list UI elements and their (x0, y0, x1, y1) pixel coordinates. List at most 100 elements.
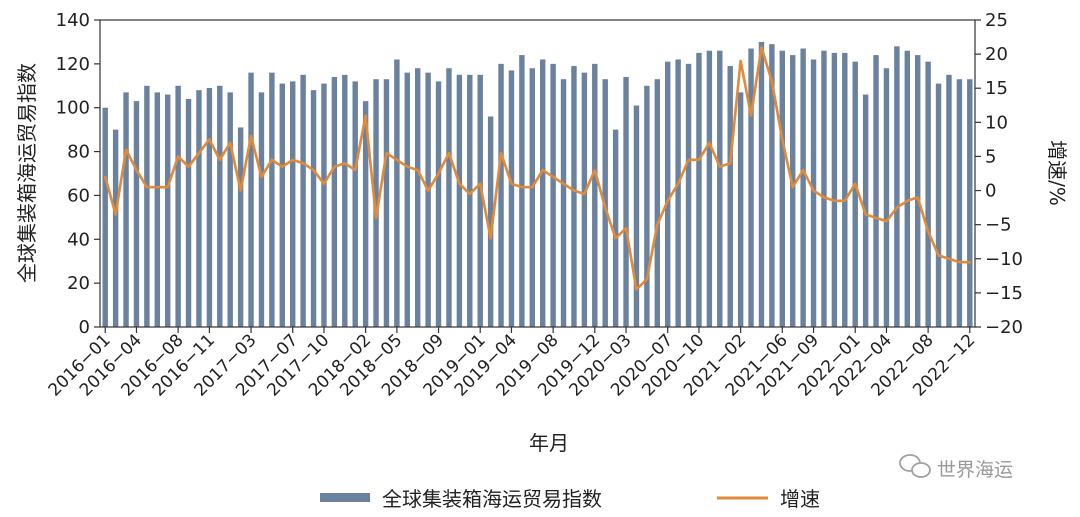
bar-2020-12 (717, 50, 723, 327)
bar-2017-12 (342, 74, 348, 327)
growth-point-2021-08 (802, 169, 804, 171)
bar-2018-06 (404, 72, 410, 327)
growth-point-2021-11 (833, 199, 836, 202)
growth-point-2021-09 (812, 189, 815, 192)
left-tick-label: 80 (67, 142, 90, 163)
bar-2021-01 (727, 66, 733, 328)
growth-point-2022-07 (916, 196, 919, 199)
bar-2021-12 (842, 52, 848, 327)
bar-2019-12 (592, 63, 598, 328)
growth-point-2016-06 (156, 186, 159, 188)
growth-point-2022-09 (937, 254, 940, 257)
growth-point-2020-07 (666, 199, 669, 202)
bar-2016-03 (123, 92, 129, 327)
growth-point-2021-07 (791, 186, 794, 188)
growth-point-2017-03 (250, 135, 252, 137)
growth-point-2021-12 (843, 199, 846, 202)
growth-point-2021-10 (823, 196, 825, 199)
growth-point-2018-09 (437, 172, 440, 175)
bar-2021-07 (790, 55, 796, 328)
growth-point-2017-07 (291, 159, 294, 161)
bar-2017-04 (258, 92, 265, 327)
bar-2017-09 (310, 90, 317, 327)
bar-2022-03 (873, 55, 879, 328)
bar-2018-10 (446, 68, 452, 328)
growth-point-2019-02 (489, 237, 492, 240)
bar-2017-07 (290, 81, 296, 328)
growth-point-2021-06 (781, 138, 784, 141)
bar-2020-03 (623, 77, 629, 327)
growth-point-2016-04 (135, 169, 138, 171)
growth-point-2020-01 (604, 206, 607, 209)
left-tick-label: 60 (67, 185, 90, 206)
growth-point-2018-12 (468, 193, 471, 195)
right-tick-label: 25 (985, 10, 1008, 31)
growth-point-2021-01 (729, 162, 732, 165)
bar-2020-10 (696, 52, 702, 327)
growth-point-2016-02 (114, 213, 117, 216)
bar-2017-08 (300, 74, 306, 327)
bar-2016-05 (144, 85, 150, 327)
bar-2017-01 (227, 92, 233, 327)
growth-point-2022-11 (958, 261, 961, 263)
right-tick-label: 15 (985, 78, 1008, 99)
growth-point-2017-11 (333, 165, 336, 168)
growth-point-2020-03 (625, 227, 627, 229)
bar-2019-06 (529, 68, 535, 328)
right-axis-title: 增速/% (1045, 140, 1069, 206)
bar-series (102, 41, 973, 328)
bar-2019-03 (498, 63, 504, 328)
bar-2021-03 (748, 48, 754, 327)
growth-point-2020-10 (698, 159, 700, 161)
bar-2019-11 (581, 72, 588, 327)
left-tick-label: 120 (56, 54, 90, 75)
bar-2020-11 (706, 50, 713, 327)
bar-2020-09 (685, 63, 692, 328)
legend-item-line: 增速 (717, 487, 820, 511)
bar-2016-10 (196, 90, 202, 327)
right-tick-label: 20 (985, 44, 1008, 65)
bar-2018-07 (415, 68, 421, 328)
bar-2018-03 (373, 79, 379, 328)
growth-point-2022-04 (885, 220, 888, 223)
bar-2018-05 (394, 59, 400, 327)
growth-point-2016-08 (177, 155, 179, 158)
right-axis: −20 −15 −10 −5 0 5 10 15 20 25 (975, 10, 1023, 338)
bar-2021-05 (769, 44, 775, 328)
bar-2019-01 (477, 74, 483, 327)
growth-point-2018-11 (458, 182, 461, 185)
bar-2021-08 (800, 48, 806, 327)
growth-point-2022-12 (968, 261, 971, 263)
growth-point-2016-09 (187, 165, 190, 168)
growth-point-2018-05 (396, 159, 398, 161)
bar-2022-07 (915, 55, 921, 328)
growth-point-2019-04 (510, 182, 513, 185)
growth-point-2021-02 (739, 60, 742, 62)
growth-point-2022-08 (927, 230, 929, 233)
growth-point-2022-01 (854, 182, 857, 185)
growth-point-2020-02 (614, 237, 617, 240)
growth-point-2018-07 (416, 169, 419, 171)
growth-point-2018-06 (406, 165, 409, 168)
growth-point-2018-02 (364, 114, 367, 117)
growth-point-2020-11 (708, 142, 711, 144)
bar-2017-03 (248, 72, 254, 327)
growth-point-2017-06 (281, 165, 284, 168)
growth-point-2016-01 (104, 176, 107, 178)
bar-2018-01 (352, 81, 358, 328)
bar-2016-01 (102, 107, 108, 328)
growth-point-2019-10 (573, 189, 575, 192)
bar-2020-06 (654, 79, 660, 328)
growth-point-2018-03 (375, 217, 377, 219)
bar-2022-08 (925, 61, 931, 327)
growth-point-2017-10 (323, 182, 325, 185)
growth-point-2020-08 (677, 182, 679, 185)
growth-point-2021-05 (771, 80, 773, 83)
growth-point-2016-11 (208, 138, 211, 141)
bar-2021-02 (737, 92, 744, 327)
left-axis: 0 20 40 60 80 100 120 140 (56, 10, 100, 338)
left-tick-label: 0 (79, 317, 90, 338)
left-axis-title: 全球集装箱海运贸易指数 (15, 63, 39, 283)
growth-point-2020-12 (718, 165, 721, 168)
